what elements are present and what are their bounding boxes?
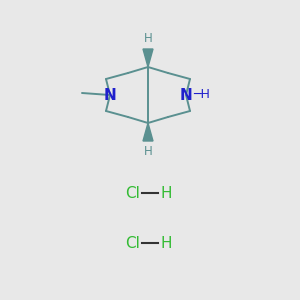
Text: H: H bbox=[144, 145, 152, 158]
Polygon shape bbox=[143, 49, 153, 67]
Text: ─H: ─H bbox=[193, 88, 210, 101]
Text: N: N bbox=[103, 88, 116, 103]
Polygon shape bbox=[143, 123, 153, 141]
Text: Cl: Cl bbox=[125, 185, 140, 200]
Text: H: H bbox=[160, 236, 172, 250]
Text: H: H bbox=[144, 32, 152, 45]
Text: N: N bbox=[180, 88, 192, 103]
Text: Cl: Cl bbox=[125, 236, 140, 250]
Text: H: H bbox=[160, 185, 172, 200]
